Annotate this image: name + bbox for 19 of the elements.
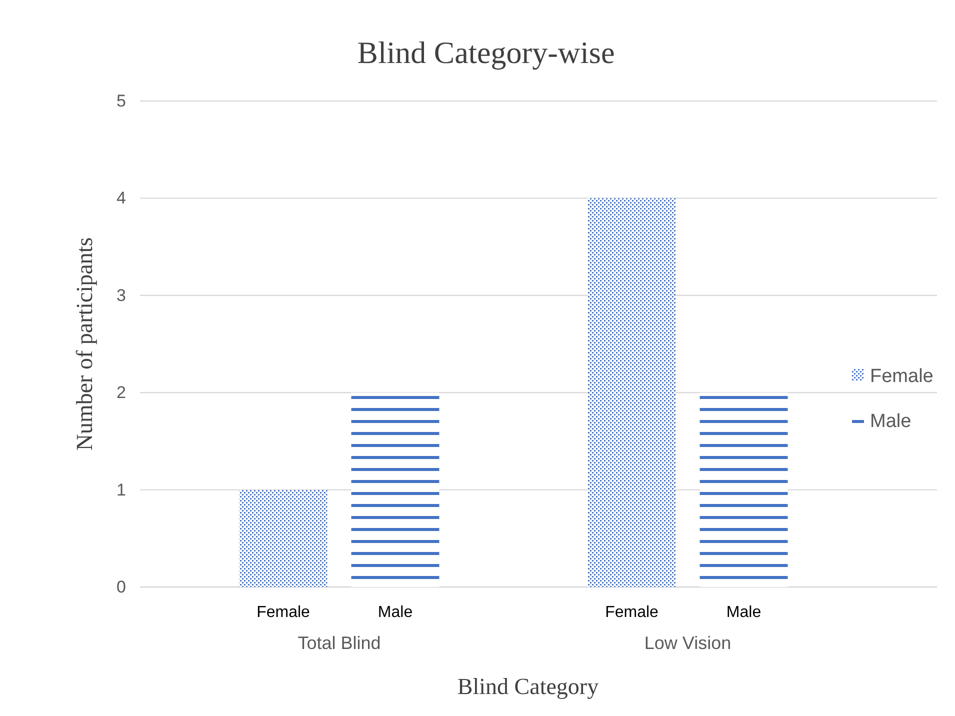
x-tick-label: Low Vision bbox=[644, 633, 732, 653]
x-axis-title: Blind Category bbox=[457, 674, 600, 699]
y-tick-label: 2 bbox=[116, 383, 126, 402]
bar bbox=[239, 490, 328, 587]
chart-title: Blind Category-wise bbox=[357, 35, 615, 70]
legend-label: Female bbox=[870, 366, 934, 387]
legend-label: Male bbox=[870, 411, 912, 432]
y-tick-label: 0 bbox=[116, 577, 126, 596]
text: Female bbox=[605, 604, 658, 621]
bar bbox=[588, 198, 676, 587]
y-tick-label: 1 bbox=[116, 480, 126, 500]
text: Female bbox=[256, 604, 310, 621]
x-tick-label: Total Blind bbox=[298, 633, 381, 653]
text: Male bbox=[378, 604, 413, 621]
y-tick-label: 3 bbox=[116, 286, 126, 305]
text: Male bbox=[726, 604, 762, 621]
y-tick-label: 5 bbox=[116, 91, 126, 110]
y-axis-title: Number of participants bbox=[72, 237, 97, 451]
y-tick-label: 4 bbox=[116, 188, 126, 208]
